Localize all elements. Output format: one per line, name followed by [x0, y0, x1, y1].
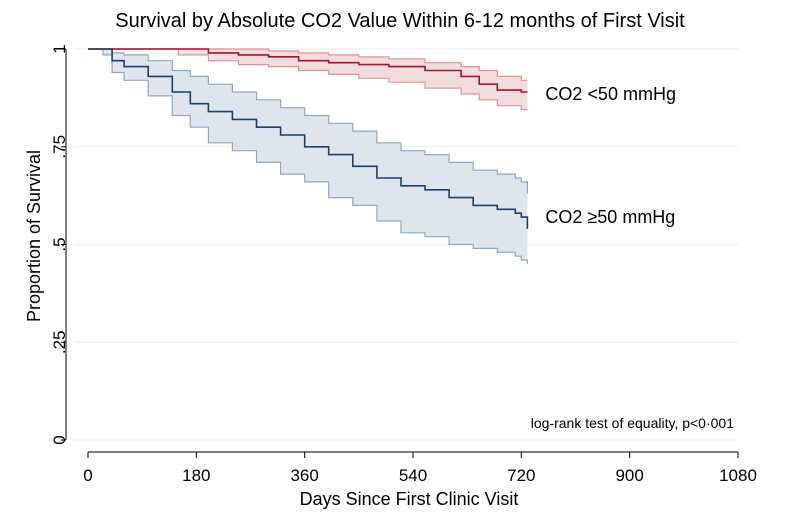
x-tick-label: 1080: [719, 466, 757, 485]
y-tick-label: .25: [50, 330, 69, 354]
x-tick-label: 900: [615, 466, 643, 485]
survival-line-co2-below-50: [88, 48, 528, 93]
y-tick-label: 0: [50, 435, 69, 444]
x-axis-title: Days Since First Clinic Visit: [300, 489, 519, 509]
ci-upper-co2-below-50: [88, 48, 528, 81]
y-axis-title: Proportion of Survival: [24, 150, 44, 322]
ci-upper-co2-above-50: [88, 48, 528, 194]
ci-lower-co2-above-50: [88, 48, 528, 264]
x-tick-label: 720: [507, 466, 535, 485]
series-label-co2-above-50: CO2 ≥50 mmHg: [545, 207, 675, 227]
ci-lower-co2-below-50: [88, 48, 528, 111]
x-tick-label: 0: [83, 466, 92, 485]
ci-band-co2-below-50: [88, 49, 528, 110]
axes: [65, 49, 738, 453]
y-tick-label: .5: [50, 237, 69, 251]
y-tick-label: 1: [50, 44, 69, 53]
log-rank-annotation: log-rank test of equality, p<0·001: [531, 415, 734, 431]
confidence-bands: [88, 48, 528, 264]
chart-title: Survival by Absolute CO2 Value Within 6-…: [115, 10, 685, 32]
series-labels: CO2 <50 mmHg CO2 ≥50 mmHg: [545, 84, 676, 227]
x-tick-label: 540: [399, 466, 427, 485]
ci-band-co2-above-50: [88, 49, 528, 264]
survival-lines: [88, 48, 529, 229]
survival-line-co2-above-50: [88, 48, 529, 229]
x-tick-label: 360: [290, 466, 318, 485]
axis-ticks: 0 .25 .5 .75 1 0 180 360 540 720 900 1080: [50, 44, 757, 485]
series-label-co2-below-50: CO2 <50 mmHg: [545, 84, 676, 104]
x-tick-label: 180: [182, 466, 210, 485]
y-tick-label: .75: [50, 135, 69, 159]
